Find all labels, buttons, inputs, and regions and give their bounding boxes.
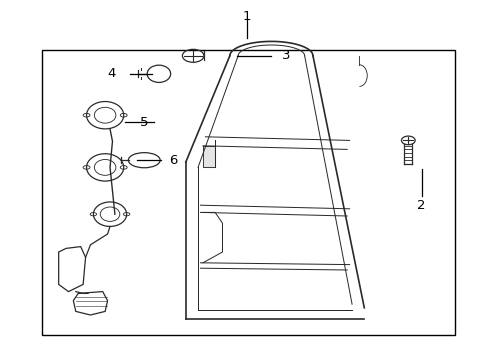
Text: 5: 5 [140,116,148,129]
Text: 1: 1 [242,10,251,23]
Text: 6: 6 [169,154,178,167]
Text: 4: 4 [107,67,116,80]
Text: 2: 2 [416,199,425,212]
Text: 3: 3 [281,49,290,62]
Bar [41,50,454,335]
Polygon shape [203,146,215,167]
